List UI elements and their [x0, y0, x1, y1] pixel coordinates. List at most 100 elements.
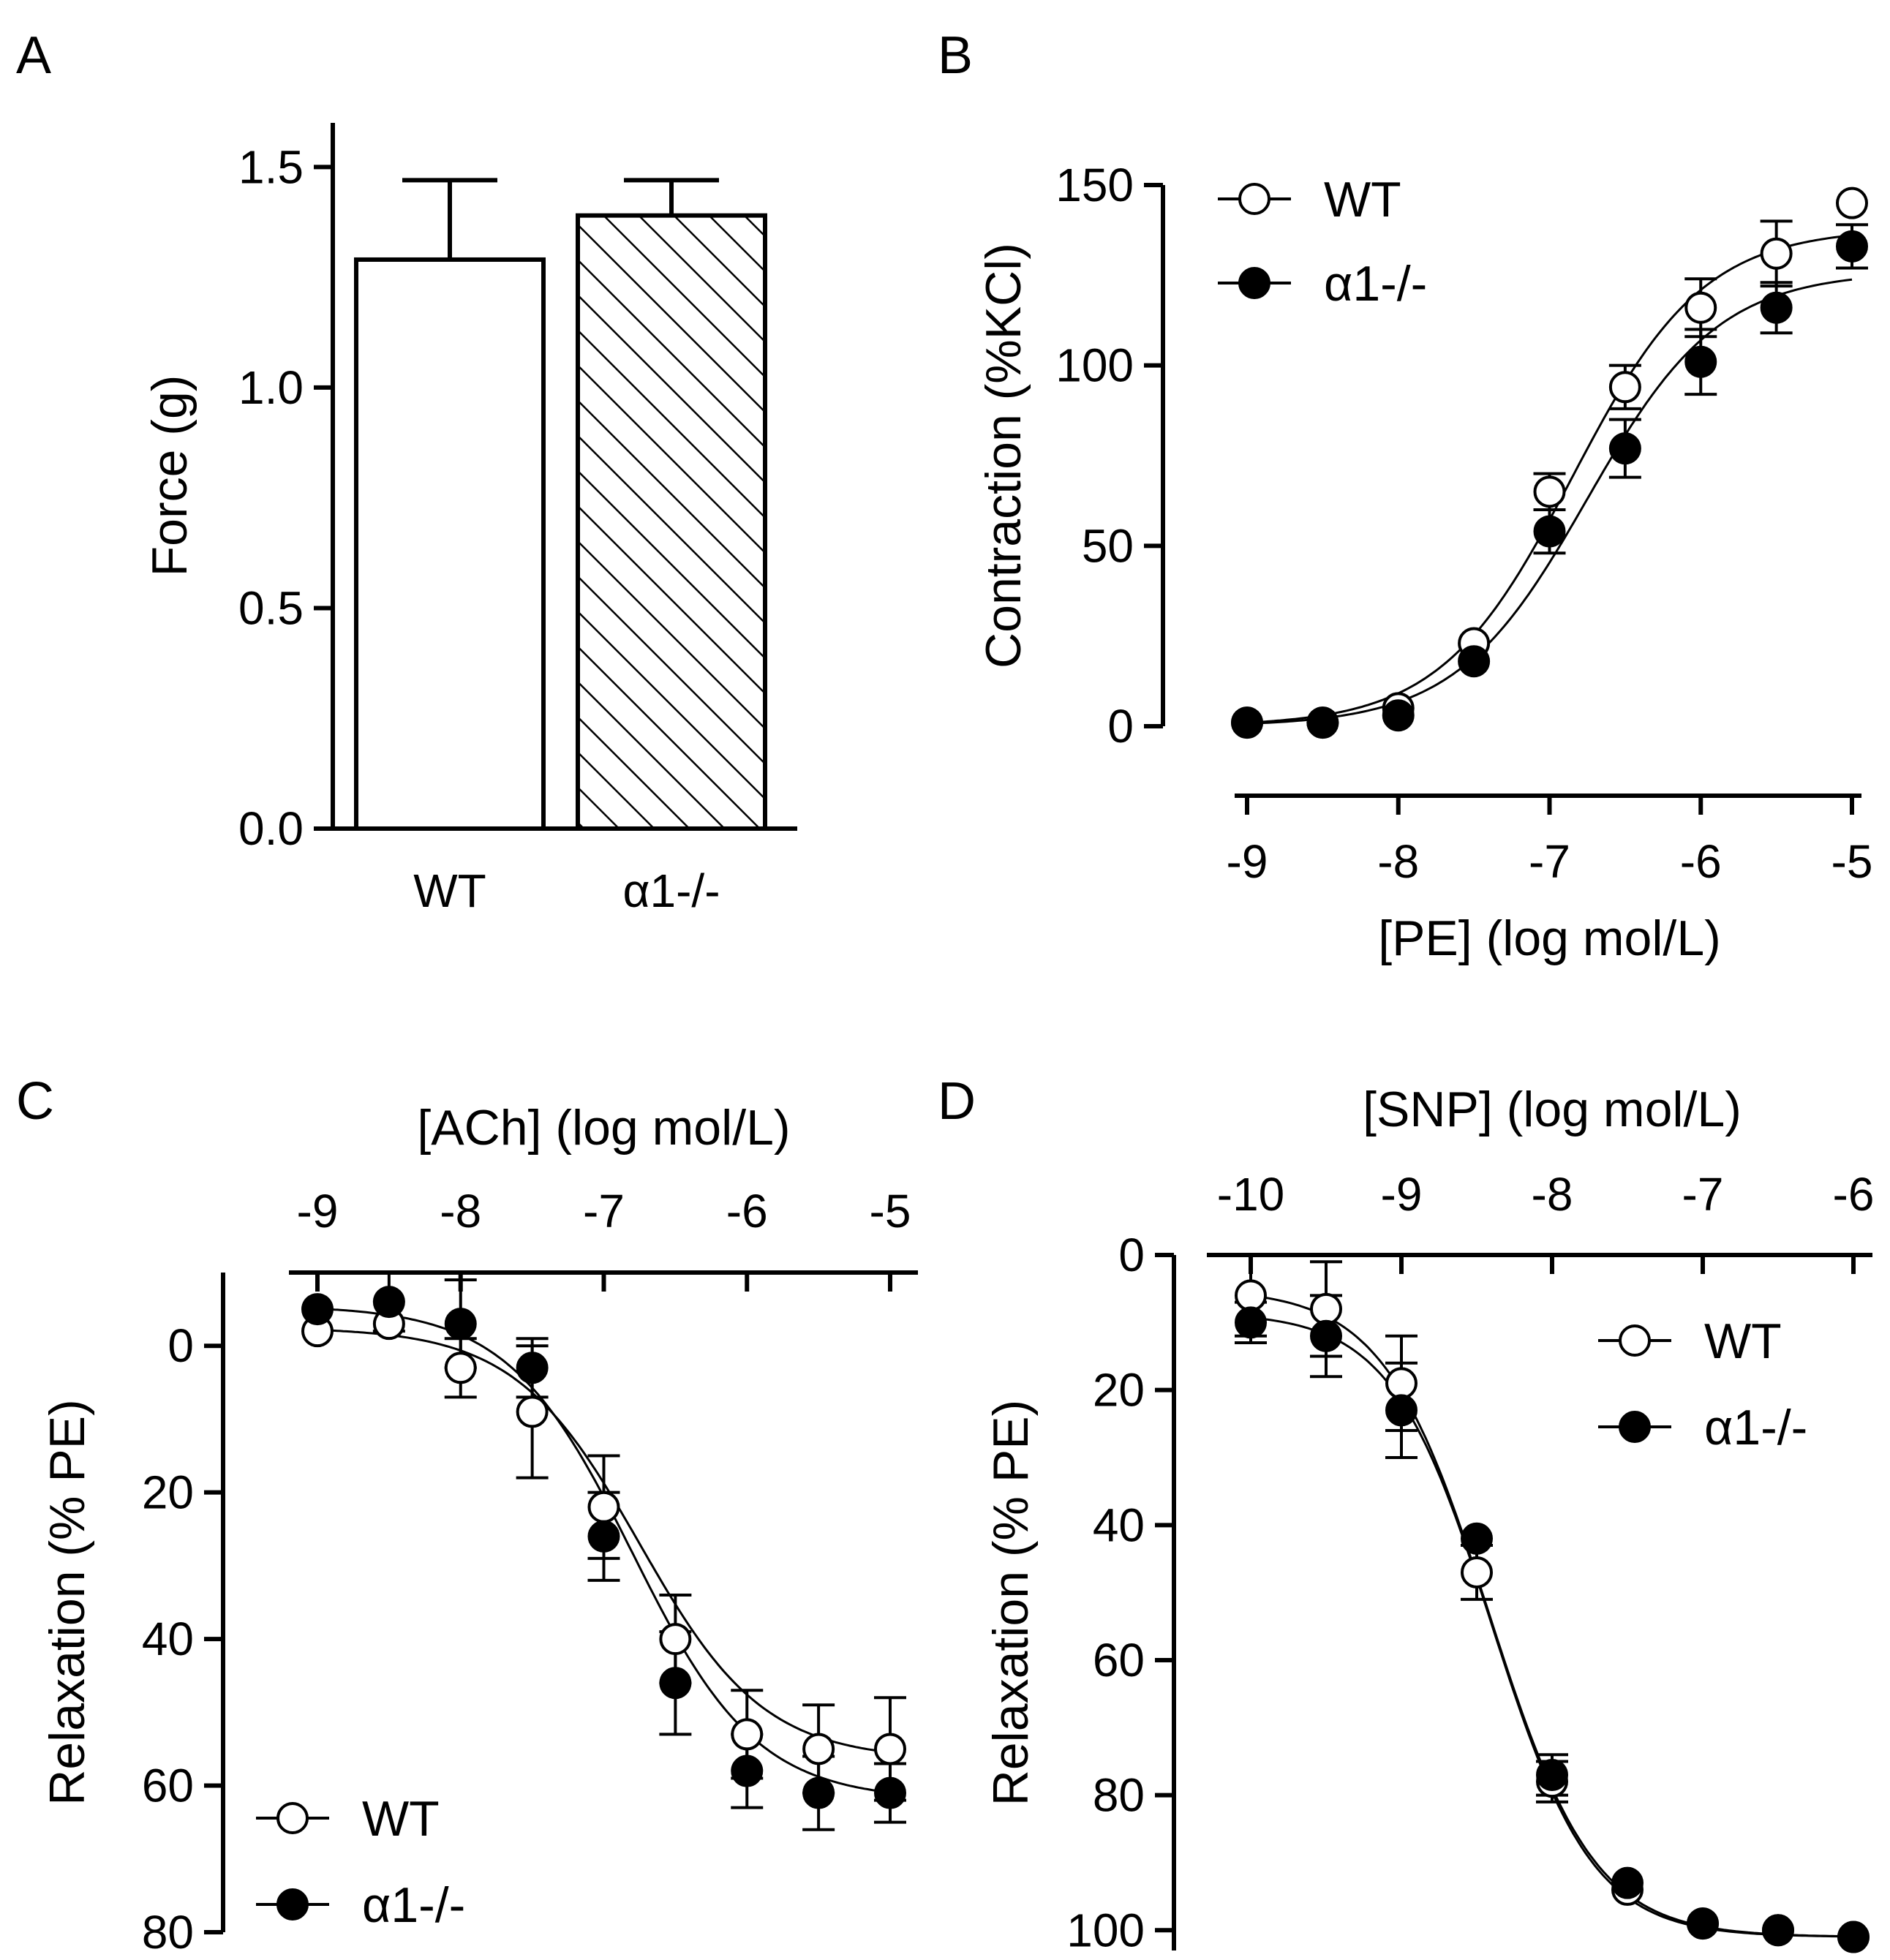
data-point-alpha1-ko	[1687, 1907, 1719, 1940]
data-point-alpha1-ko	[731, 1754, 764, 1787]
x-axis-title: [SNP] (log mol/L)	[1363, 1082, 1742, 1137]
y-tick-label: 100	[1066, 1904, 1145, 1956]
y-axis-title: Relaxation (% PE)	[983, 1400, 1039, 1806]
data-point-alpha1-ko	[1382, 699, 1415, 732]
data-point-wt	[1385, 1367, 1418, 1400]
data-point-alpha1-ko	[1458, 645, 1491, 678]
x-tick-label: -9	[1227, 835, 1268, 888]
y-tick-label: 40	[1093, 1499, 1145, 1551]
y-tick-label: 150	[1055, 159, 1134, 211]
data-point-wt	[1760, 237, 1793, 270]
data-point-alpha1-ko	[516, 1352, 549, 1384]
data-point-alpha1-ko	[1533, 515, 1566, 548]
x-tick-label: -9	[1381, 1168, 1423, 1221]
data-point-alpha1-ko	[1836, 230, 1868, 263]
panel-letter-a: A	[16, 26, 51, 85]
x-tick-label: -9	[297, 1185, 339, 1237]
data-point-wt	[731, 1718, 764, 1751]
y-tick-label: 60	[1093, 1634, 1145, 1686]
x-tick-label: -8	[1377, 835, 1419, 888]
data-point-alpha1-ko	[1385, 1394, 1418, 1427]
legend-marker-alpha1-ko	[1619, 1411, 1651, 1443]
data-point-wt	[1684, 291, 1717, 324]
x-tick-label: -10	[1217, 1168, 1285, 1221]
data-point-wt	[587, 1490, 620, 1523]
data-point-alpha1-ko	[802, 1776, 835, 1809]
y-tick-label: 80	[142, 1906, 194, 1959]
data-point-alpha1-ko	[1235, 1306, 1267, 1339]
data-point-alpha1-ko	[1461, 1522, 1493, 1555]
legend-label-wt: WT	[362, 1791, 440, 1847]
x-tick-label: -8	[440, 1185, 481, 1237]
y-tick-label: 20	[142, 1466, 194, 1519]
legend-label-wt: WT	[1324, 172, 1401, 227]
data-point-wt	[516, 1395, 549, 1428]
legend-marker-wt	[1238, 183, 1270, 215]
y-tick-label: 1.0	[238, 361, 304, 414]
panel-letter-b: B	[938, 26, 973, 85]
data-point-alpha1-ko	[659, 1667, 692, 1700]
data-point-wt	[444, 1352, 477, 1384]
panel-a-bar-chart: 0.0 0.5 1.0 1.5 WT α1-/- Force (g)	[142, 123, 797, 917]
data-point-wt	[659, 1623, 692, 1656]
fit-curve-alpha1-ko	[1246, 278, 1853, 725]
x-tick-label: -8	[1532, 1168, 1573, 1221]
bar-alpha1-ko	[576, 213, 767, 831]
y-tick-label: 40	[142, 1613, 194, 1665]
bar-wt	[354, 257, 546, 831]
legend-label-wt: WT	[1704, 1313, 1782, 1369]
data-point-alpha1-ko	[874, 1776, 906, 1809]
data-point-alpha1-ko	[301, 1293, 334, 1326]
legend-label-alpha1-ko: α1-/-	[362, 1877, 465, 1933]
data-point-alpha1-ko	[372, 1286, 405, 1319]
legend-marker-alpha1-ko	[276, 1888, 309, 1921]
data-point-wt	[1608, 371, 1641, 404]
y-tick-label: 80	[1093, 1769, 1145, 1822]
x-category-label: WT	[413, 864, 486, 917]
y-tick-label: 0	[167, 1319, 194, 1372]
y-axis-title: Contraction (%KCl)	[976, 243, 1031, 668]
x-tick-label: -6	[1833, 1168, 1875, 1221]
x-axis-title: [PE] (log mol/L)	[1378, 911, 1721, 966]
y-tick-label: 0	[1107, 700, 1134, 753]
panel-c-ach-relaxation-chart: -9 -8 -7 -6 -5 [ACh] (log mol/L) 0 20 40 60 80 Rela…	[39, 1100, 918, 1959]
data-point-alpha1-ko	[1762, 1914, 1794, 1947]
legend-marker-wt	[276, 1802, 309, 1834]
legend-marker-wt	[1619, 1324, 1651, 1357]
panel-letter-d: D	[938, 1072, 976, 1131]
data-point-alpha1-ko	[1684, 345, 1717, 378]
data-point-alpha1-ko	[1760, 291, 1793, 324]
data-point-alpha1-ko	[1310, 1319, 1342, 1352]
fit-curve-wt	[1250, 1294, 1854, 1938]
legend-label-alpha1-ko: α1-/-	[1704, 1400, 1807, 1455]
data-point-wt	[1461, 1556, 1493, 1588]
x-tick-label: -7	[1682, 1168, 1724, 1221]
data-point-alpha1-ko	[1306, 706, 1339, 739]
data-point-alpha1-ko	[1611, 1866, 1644, 1899]
y-tick-label: 60	[142, 1760, 194, 1812]
data-point-alpha1-ko	[1837, 1921, 1870, 1953]
x-category-label: α1-/-	[623, 864, 720, 917]
x-tick-label: -7	[1529, 835, 1570, 888]
y-axis-title: Relaxation (% PE)	[39, 1399, 95, 1806]
data-point-wt	[1836, 186, 1868, 219]
x-tick-label: -7	[583, 1185, 625, 1237]
y-tick-label: 20	[1093, 1364, 1145, 1417]
y-tick-label: 0.0	[238, 802, 304, 855]
x-tick-label: -5	[870, 1185, 911, 1237]
x-tick-label: -6	[1680, 835, 1722, 888]
x-tick-label: -6	[726, 1185, 768, 1237]
x-axis-title: [ACh] (log mol/L)	[417, 1100, 790, 1156]
data-point-alpha1-ko	[587, 1520, 620, 1553]
data-point-wt	[1235, 1279, 1267, 1312]
data-point-alpha1-ko	[1536, 1758, 1568, 1791]
y-axis-title: Force (g)	[142, 375, 197, 577]
y-tick-label: 0	[1118, 1229, 1145, 1281]
data-point-alpha1-ko	[444, 1308, 477, 1341]
panel-d-snp-relaxation-chart: -10 -9 -8 -7 -6 [SNP] (log mol/L) 0 20 40 60 80 100…	[983, 1082, 1874, 1956]
legend-label-alpha1-ko: α1-/-	[1324, 256, 1427, 312]
panel-letter-c: C	[16, 1072, 54, 1131]
data-point-wt	[1533, 475, 1566, 508]
y-tick-label: 1.5	[238, 140, 304, 193]
x-tick-label: -5	[1831, 835, 1873, 888]
